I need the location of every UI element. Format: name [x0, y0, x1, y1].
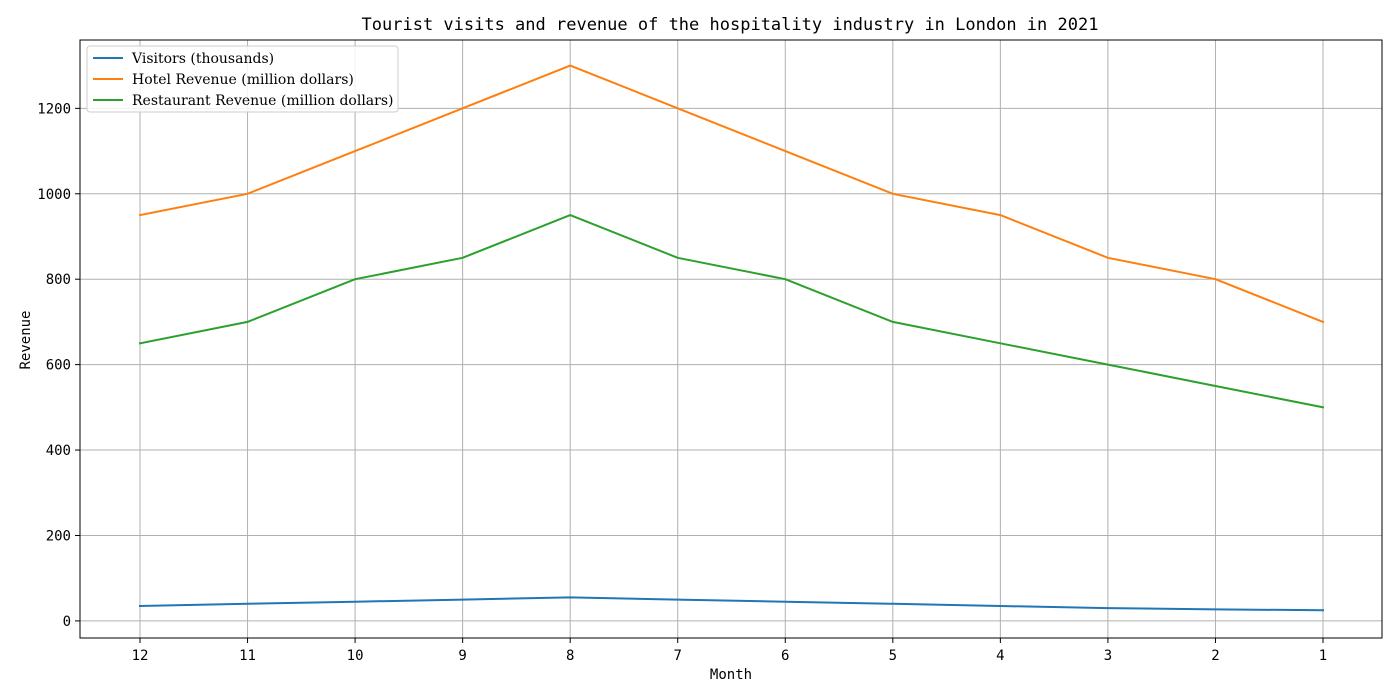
- y-axis-label: Revenue: [18, 310, 34, 369]
- y-tick-label: 600: [46, 358, 71, 374]
- series-lines: [138, 64, 1325, 612]
- x-tick-label: 4: [996, 648, 1004, 664]
- grid-lines: [80, 40, 1382, 638]
- x-tick-label: 8: [566, 648, 574, 664]
- x-axis-label: Month: [710, 667, 752, 683]
- legend-box: [86, 45, 399, 113]
- plot-frame: [79, 39, 1383, 639]
- y-tick-label: 200: [46, 528, 71, 544]
- x-tick-label: 7: [674, 648, 682, 664]
- series-line-2: [138, 64, 1325, 324]
- x-tick-label: 3: [1104, 648, 1112, 664]
- x-tick-label: 10: [347, 648, 364, 664]
- x-tick-label: 12: [132, 648, 149, 664]
- y-tick-label: 400: [46, 443, 71, 459]
- legend-label: Hotel Revenue (million dollars): [132, 72, 354, 88]
- y-tick-label: 1200: [37, 101, 71, 117]
- x-tick-label: 2: [1211, 648, 1219, 664]
- x-tick-label: 11: [239, 648, 256, 664]
- series-line-1: [138, 596, 1325, 612]
- x-tick-label: 5: [889, 648, 897, 664]
- legend-label: Visitors (thousands): [131, 51, 274, 67]
- x-tick-label: 6: [781, 648, 789, 664]
- y-tick-label: 1000: [37, 187, 71, 203]
- legend: Visitors (thousands) Hotel Revenue (milli…: [86, 45, 399, 113]
- x-tick-label: 1: [1319, 648, 1327, 664]
- chart-title: Tourist visits and revenue of the hospit…: [362, 15, 1099, 35]
- legend-label: Restaurant Revenue (million dollars): [132, 93, 394, 109]
- y-tick-label: 800: [46, 272, 71, 288]
- x-tick-label: 9: [458, 648, 466, 664]
- series-line-3: [138, 214, 1325, 409]
- y-tick-label: 0: [63, 614, 71, 630]
